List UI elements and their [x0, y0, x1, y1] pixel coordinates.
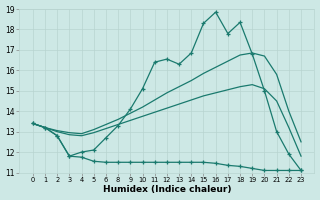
X-axis label: Humidex (Indice chaleur): Humidex (Indice chaleur) [103, 185, 231, 194]
